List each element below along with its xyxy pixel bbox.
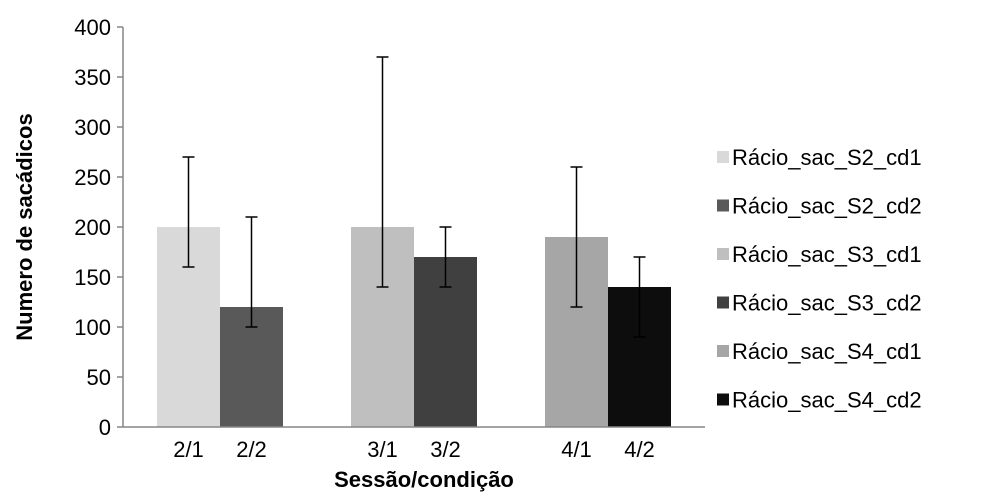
x-tick-label: 3/2 [430, 437, 461, 462]
legend-label: Rácio_sac_S4_cd2 [732, 388, 922, 413]
x-tick-label: 4/1 [561, 437, 592, 462]
y-axis-title: Numero de sacádicos [12, 113, 37, 340]
x-tick-label: 4/2 [624, 437, 655, 462]
error-bars [182, 56, 646, 338]
legend-swatch [717, 248, 729, 260]
legend-swatch [717, 345, 729, 357]
legend-swatch [717, 393, 729, 406]
y-tick-label: 0 [99, 415, 111, 440]
x-tick-label: 2/2 [236, 437, 267, 462]
legend-label: Rácio_sac_S2_cd2 [732, 194, 922, 219]
legend-swatch [717, 296, 729, 309]
legend: Rácio_sac_S2_cd1 Rácio_sac_S2_cd2 Rácio_sa… [717, 145, 922, 413]
x-axis-title: Sessão/condição [334, 467, 514, 492]
legend-label: Rácio_sac_S4_cd1 [732, 339, 922, 364]
legend-swatch [717, 199, 729, 212]
legend-label: Rácio_sac_S3_cd2 [732, 291, 922, 316]
y-tick-label: 250 [74, 165, 111, 190]
y-axis-ticks: 0 50 100 150 200 250 300 350 400 [74, 15, 123, 440]
legend-swatch [717, 151, 729, 163]
bars [157, 227, 671, 427]
legend-label: Rácio_sac_S2_cd1 [732, 145, 922, 170]
legend-label: Rácio_sac_S3_cd1 [732, 242, 922, 267]
y-tick-label: 350 [74, 65, 111, 90]
x-tick-label: 2/1 [173, 437, 204, 462]
y-tick-label: 400 [74, 15, 111, 40]
y-tick-label: 150 [74, 265, 111, 290]
y-tick-label: 100 [74, 315, 111, 340]
x-tick-label: 3/1 [367, 437, 398, 462]
y-tick-label: 200 [74, 215, 111, 240]
x-axis-ticks: 2/1 2/2 3/1 3/2 4/1 4/2 [173, 437, 655, 462]
y-tick-label: 50 [87, 365, 111, 390]
y-tick-label: 300 [74, 115, 111, 140]
